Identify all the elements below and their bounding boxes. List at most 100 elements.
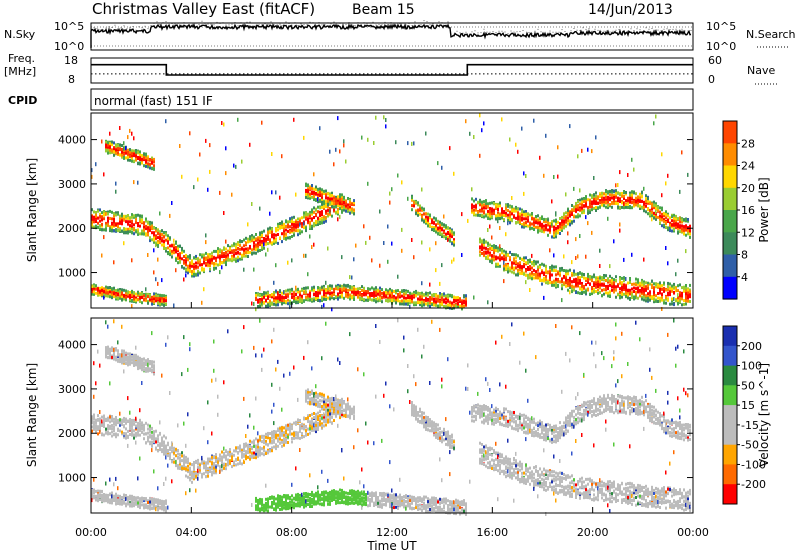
echo-cell — [629, 292, 631, 295]
echo-cell — [507, 267, 509, 270]
echo-cell — [673, 286, 675, 289]
echo-cell — [649, 283, 651, 286]
echo-cell — [503, 250, 505, 253]
echo-cell — [193, 256, 195, 259]
echo-cell — [139, 225, 141, 228]
echo-cell — [335, 205, 337, 208]
echo-cell — [437, 300, 439, 303]
echo-cell — [511, 205, 513, 208]
echo-cell — [643, 293, 645, 296]
echo-cell — [455, 299, 457, 302]
echo-cell — [425, 303, 427, 306]
echo-cell — [319, 213, 321, 216]
echo-cell — [203, 268, 205, 271]
echo-cell — [571, 260, 573, 264]
echo-cell — [495, 256, 497, 259]
echo-cell — [163, 304, 165, 307]
echo-cell — [541, 230, 543, 233]
echo-cell — [255, 233, 257, 236]
echo-cell — [489, 244, 491, 247]
echo-cell — [297, 296, 299, 299]
echo-cell — [663, 224, 665, 227]
echo-cell — [611, 201, 613, 204]
echo-cell — [433, 299, 435, 302]
echo-cell — [319, 218, 321, 221]
echo-cell — [125, 146, 127, 150]
echo-cell — [435, 300, 437, 303]
echo-cell — [509, 267, 511, 270]
echo-cell — [327, 247, 329, 251]
echo-cell — [231, 193, 233, 197]
echo-cell — [483, 206, 485, 209]
echo-cell — [473, 205, 475, 208]
echo-cell — [413, 255, 415, 259]
echo-cell — [139, 163, 141, 166]
echo-cell — [623, 206, 625, 209]
echo-cell — [529, 265, 531, 268]
echo-cell — [325, 204, 327, 207]
echo-cell — [547, 219, 549, 222]
echo-cell — [253, 302, 255, 306]
echo-cell — [237, 247, 239, 250]
echo-cell — [149, 236, 151, 239]
echo-cell — [349, 286, 351, 289]
echo-cell — [643, 282, 645, 285]
echo-cell — [593, 200, 595, 203]
echo-cell — [587, 212, 589, 215]
echo-cell — [439, 295, 441, 298]
echo-cell — [571, 280, 573, 283]
echo-cell — [113, 150, 115, 153]
echo-cell — [643, 295, 645, 298]
echo-cell — [361, 294, 363, 297]
echo-cell — [579, 276, 581, 279]
echo-cell — [121, 151, 123, 154]
echo-cell — [493, 212, 495, 215]
echo-cell — [519, 221, 521, 224]
echo-cell — [155, 235, 157, 238]
echo-cell — [385, 299, 387, 302]
echo-cell — [423, 303, 425, 306]
echo-cell — [189, 264, 191, 267]
echo-cell — [491, 201, 493, 204]
echo-cell — [475, 204, 477, 207]
echo-cell — [553, 229, 555, 232]
echo-cell — [145, 153, 147, 156]
echo-cell — [569, 290, 571, 294]
echo-cell — [389, 294, 391, 297]
echo-cell — [131, 152, 133, 155]
echo-cell — [525, 280, 527, 284]
echo-cell — [409, 292, 411, 295]
echo-cell — [297, 221, 299, 224]
echo-cell — [323, 293, 325, 296]
echo-cell — [499, 226, 501, 230]
echo-cell — [645, 294, 647, 297]
echo-cell — [539, 273, 541, 276]
echo-cell — [105, 228, 107, 231]
echo-cell — [497, 208, 499, 211]
echo-cell — [489, 260, 491, 263]
echo-cell — [179, 256, 181, 259]
echo-cell — [147, 234, 149, 237]
echo-cell — [209, 170, 211, 174]
echo-cell — [275, 296, 277, 299]
echo-cell — [267, 248, 269, 252]
echo-cell — [381, 288, 383, 291]
echo-cell — [103, 228, 105, 231]
echo-cell — [339, 207, 341, 210]
echo-cell — [211, 262, 213, 265]
echo-cell — [473, 135, 475, 139]
echo-cell — [403, 293, 405, 296]
echo-cell — [581, 284, 583, 287]
echo-cell — [639, 200, 641, 203]
echo-cell — [93, 216, 95, 219]
echo-cell — [673, 283, 675, 286]
echo-cell — [425, 132, 427, 136]
echo-cell — [465, 119, 467, 123]
echo-cell — [173, 239, 175, 243]
echo-cell — [295, 193, 297, 197]
echo-cell — [641, 298, 643, 301]
echo-cell — [311, 192, 313, 195]
echo-cell — [265, 294, 267, 297]
echo-cell — [111, 229, 113, 232]
echo-cell — [641, 284, 643, 287]
